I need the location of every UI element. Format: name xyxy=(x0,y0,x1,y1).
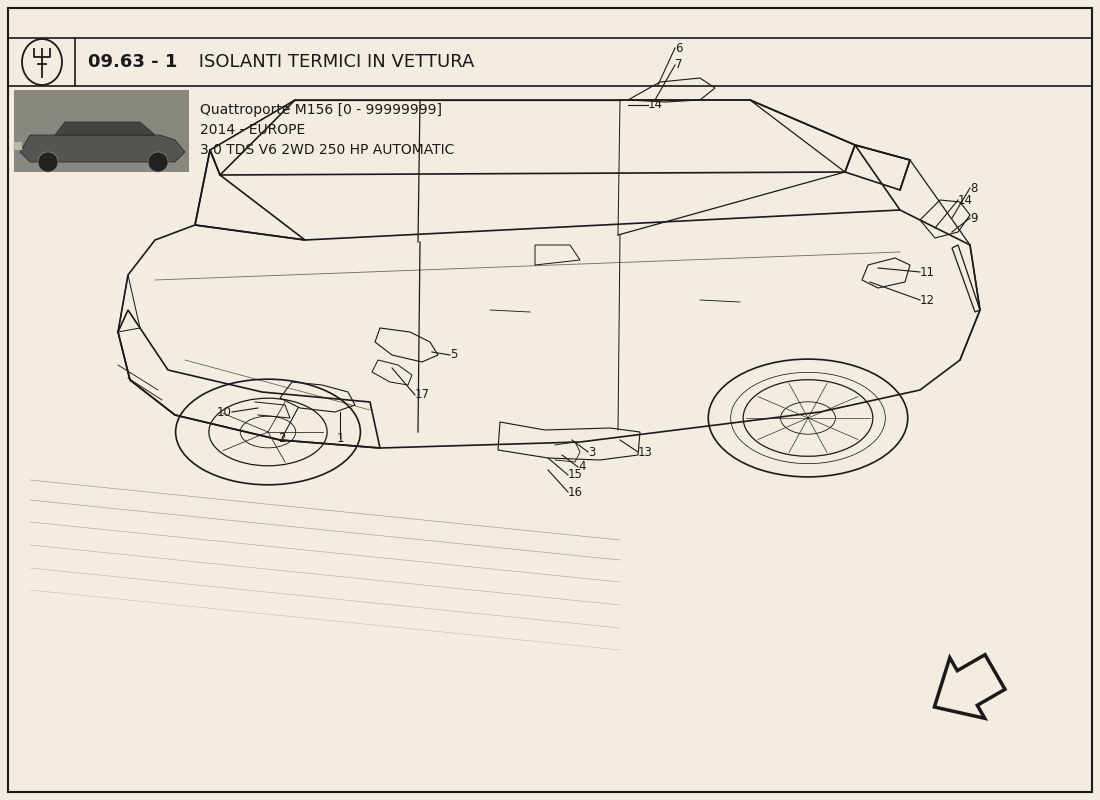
Polygon shape xyxy=(14,142,22,150)
Polygon shape xyxy=(934,654,1005,718)
Text: 16: 16 xyxy=(568,486,583,498)
Text: 15: 15 xyxy=(568,469,583,482)
Polygon shape xyxy=(20,135,185,162)
Text: 3.0 TDS V6 2WD 250 HP AUTOMATIC: 3.0 TDS V6 2WD 250 HP AUTOMATIC xyxy=(200,143,454,157)
Text: 12: 12 xyxy=(920,294,935,306)
Text: 4: 4 xyxy=(578,461,585,474)
Text: 14: 14 xyxy=(648,98,663,111)
Text: 2: 2 xyxy=(278,431,286,445)
Text: 2014 - EUROPE: 2014 - EUROPE xyxy=(200,123,306,137)
Text: 17: 17 xyxy=(415,389,430,402)
Text: 14: 14 xyxy=(958,194,974,206)
Text: 7: 7 xyxy=(675,58,682,71)
Text: 09.63 - 1: 09.63 - 1 xyxy=(88,53,177,71)
Text: Quattroporte M156 [0 - 99999999]: Quattroporte M156 [0 - 99999999] xyxy=(200,103,442,117)
Polygon shape xyxy=(55,122,155,135)
Text: 9: 9 xyxy=(970,211,978,225)
Bar xyxy=(14,90,189,172)
Text: 5: 5 xyxy=(450,349,458,362)
Circle shape xyxy=(148,152,168,172)
Text: 1: 1 xyxy=(337,431,343,445)
Text: 13: 13 xyxy=(638,446,653,458)
Text: 3: 3 xyxy=(588,446,595,458)
Text: ISOLANTI TERMICI IN VETTURA: ISOLANTI TERMICI IN VETTURA xyxy=(192,53,474,71)
Text: 10: 10 xyxy=(217,406,232,418)
Text: 8: 8 xyxy=(970,182,978,194)
Text: 11: 11 xyxy=(920,266,935,278)
Circle shape xyxy=(39,152,58,172)
Text: 6: 6 xyxy=(675,42,682,54)
